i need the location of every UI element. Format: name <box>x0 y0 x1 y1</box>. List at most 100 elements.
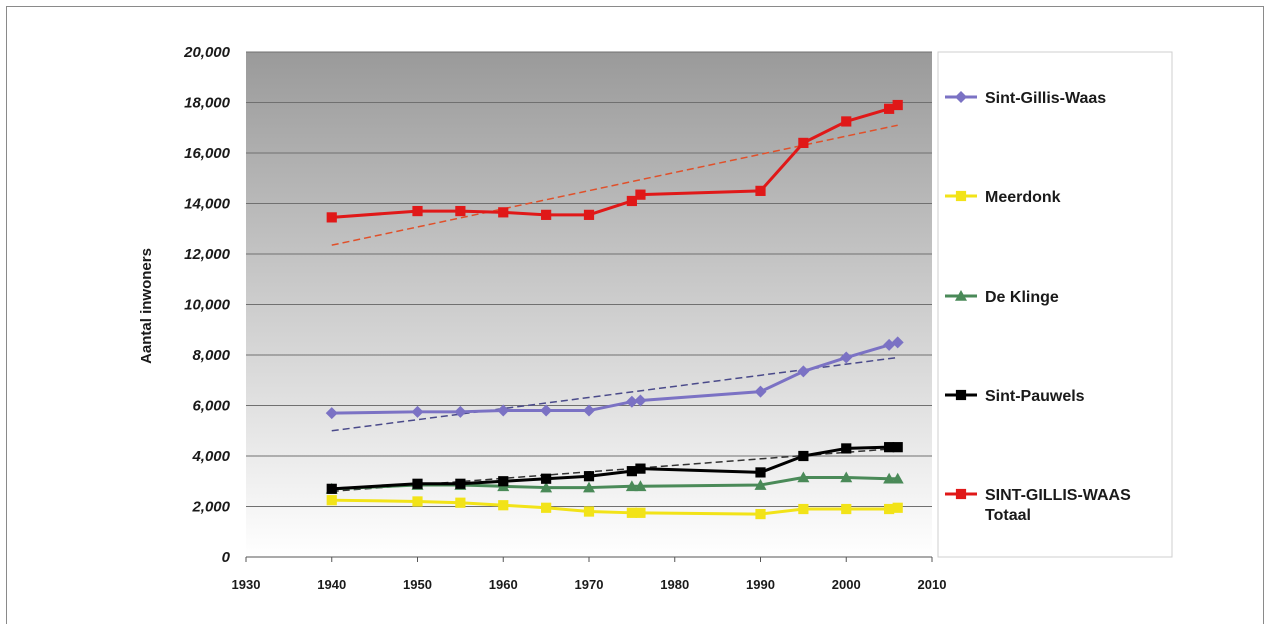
data-point-sint-pauwels <box>798 450 809 462</box>
data-point-sint-gillis-waas-totaal <box>583 209 595 220</box>
data-point-de-klinge <box>891 472 904 484</box>
legend-marker <box>955 190 967 202</box>
data-point-de-klinge <box>754 479 767 490</box>
data-point-sint-gillis-waas <box>754 385 767 398</box>
x-tick-label: 1940 <box>317 577 346 592</box>
x-tick-label: 1960 <box>489 577 518 592</box>
y-tick-label: 18,000 <box>184 95 231 112</box>
data-point-sint-gillis-waas <box>325 407 338 420</box>
legend-label: Sint-Gillis-Waas <box>985 90 1106 107</box>
data-point-de-klinge <box>625 480 638 492</box>
data-point-meerdonk <box>455 497 466 508</box>
data-point-sint-pauwels <box>884 442 895 453</box>
data-point-sint-gillis-waas <box>625 395 638 408</box>
y-tick-label: 16,000 <box>184 145 231 162</box>
data-point-meerdonk <box>635 507 646 518</box>
y-tick-label: 14,000 <box>184 196 231 213</box>
data-point-meerdonk <box>583 506 595 517</box>
data-point-sint-gillis-waas-totaal <box>635 189 646 200</box>
data-point-sint-pauwels <box>841 443 852 454</box>
legend: Sint-Gillis-Waas Meerdonk De Klinge Sint-Pa… <box>945 90 1131 524</box>
legend-box <box>937 51 1173 558</box>
data-point-meerdonk <box>626 507 637 518</box>
data-point-de-klinge <box>840 471 853 483</box>
y-axis-label: Aantal inwoners <box>138 248 155 364</box>
series-sint-gillis-waas <box>325 336 904 420</box>
legend-label: Meerdonk <box>985 189 1061 206</box>
data-point-sint-gillis-waas-totaal <box>455 205 466 217</box>
legend-marker <box>955 389 967 401</box>
data-point-sint-gillis-waas <box>411 405 424 418</box>
data-point-meerdonk <box>892 502 903 513</box>
data-point-sint-pauwels <box>626 466 637 477</box>
x-tick-label: 2000 <box>832 577 861 592</box>
legend-marker <box>955 91 967 103</box>
legend-item-de-klinge: De Klinge <box>945 289 1059 306</box>
data-point-sint-pauwels <box>755 467 766 478</box>
data-point-sint-pauwels <box>892 442 903 453</box>
data-point-meerdonk <box>755 508 766 520</box>
series-sint-gillis-waas-totaal <box>326 99 903 223</box>
series-lines <box>325 99 904 520</box>
grid-lines <box>246 51 932 507</box>
y-axis-ticks: 0 2,000 4,000 6,000 8,000 10,000 12,000 14,000 1… <box>183 44 231 566</box>
series-meerdonk <box>326 495 903 520</box>
legend-label: Totaal <box>985 507 1031 524</box>
data-point-sint-gillis-waas <box>840 351 853 364</box>
data-point-meerdonk <box>541 502 552 513</box>
series-sint-pauwels <box>326 442 903 494</box>
data-point-sint-pauwels <box>541 473 552 484</box>
data-point-sint-gillis-waas <box>634 394 647 407</box>
trendline-sint-gillis-waas-totaal <box>331 124 898 246</box>
y-tick-label: 4,000 <box>191 448 230 465</box>
data-point-de-klinge <box>540 481 553 493</box>
data-point-sint-gillis-waas <box>797 365 810 378</box>
data-point-sint-gillis-waas-totaal <box>841 116 852 127</box>
data-point-sint-gillis-waas-totaal <box>626 195 637 207</box>
y-tick-label: 8,000 <box>192 347 230 364</box>
y-tick-label: 6,000 <box>192 398 230 415</box>
x-tick-label: 1950 <box>403 577 432 592</box>
data-point-sint-gillis-waas-totaal <box>412 205 423 217</box>
y-tick-label: 12,000 <box>184 246 231 263</box>
data-point-de-klinge <box>797 471 810 483</box>
data-point-sint-pauwels <box>455 478 466 489</box>
y-tick-label: 2,000 <box>191 499 230 516</box>
data-point-sint-gillis-waas-totaal <box>326 212 337 223</box>
data-point-sint-pauwels <box>583 471 595 482</box>
data-point-meerdonk <box>841 503 852 515</box>
x-tick-label: 1990 <box>746 577 775 592</box>
y-tick-label: 20,000 <box>183 44 231 61</box>
data-point-sint-pauwels <box>412 478 423 489</box>
data-point-sint-pauwels <box>635 463 646 474</box>
data-point-sint-gillis-waas <box>454 405 467 418</box>
legend-item-sint-gillis-waas: Sint-Gillis-Waas <box>945 90 1106 107</box>
legend-label: De Klinge <box>985 289 1059 306</box>
data-point-de-klinge <box>583 481 595 493</box>
data-point-de-klinge <box>883 472 896 484</box>
y-tick-label: 10,000 <box>184 297 231 314</box>
data-point-sint-gillis-waas <box>540 404 553 417</box>
legend-item-meerdonk: Meerdonk <box>945 189 1061 206</box>
data-point-sint-gillis-waas-totaal <box>798 137 809 148</box>
data-point-sint-gillis-waas-totaal <box>541 209 552 220</box>
x-tick-label: 1980 <box>660 577 689 592</box>
legend-label: SINT-GILLIS-WAAS <box>985 487 1131 504</box>
data-point-sint-gillis-waas-totaal <box>498 207 509 218</box>
data-point-meerdonk <box>884 503 895 515</box>
x-axis-ticks: 1930 1940 1950 1960 1970 1980 1990 2000 2010 <box>232 557 947 592</box>
data-point-sint-gillis-waas <box>497 404 510 417</box>
legend-label: Sint-Pauwels <box>985 388 1085 405</box>
data-point-meerdonk <box>798 503 809 515</box>
x-tick-label: 2010 <box>918 577 947 592</box>
legend-marker <box>955 488 967 500</box>
data-point-sint-pauwels <box>498 476 509 487</box>
data-point-sint-gillis-waas-totaal <box>892 99 903 111</box>
data-point-sint-pauwels <box>326 483 337 494</box>
legend-item-sint-pauwels: Sint-Pauwels <box>945 388 1085 405</box>
legend-item-sint-gillis-waas-totaal: SINT-GILLIS-WAAS Totaal <box>945 487 1131 524</box>
y-tick-label: 0 <box>222 549 231 566</box>
data-point-sint-gillis-waas <box>891 336 904 349</box>
data-point-meerdonk <box>412 496 423 507</box>
